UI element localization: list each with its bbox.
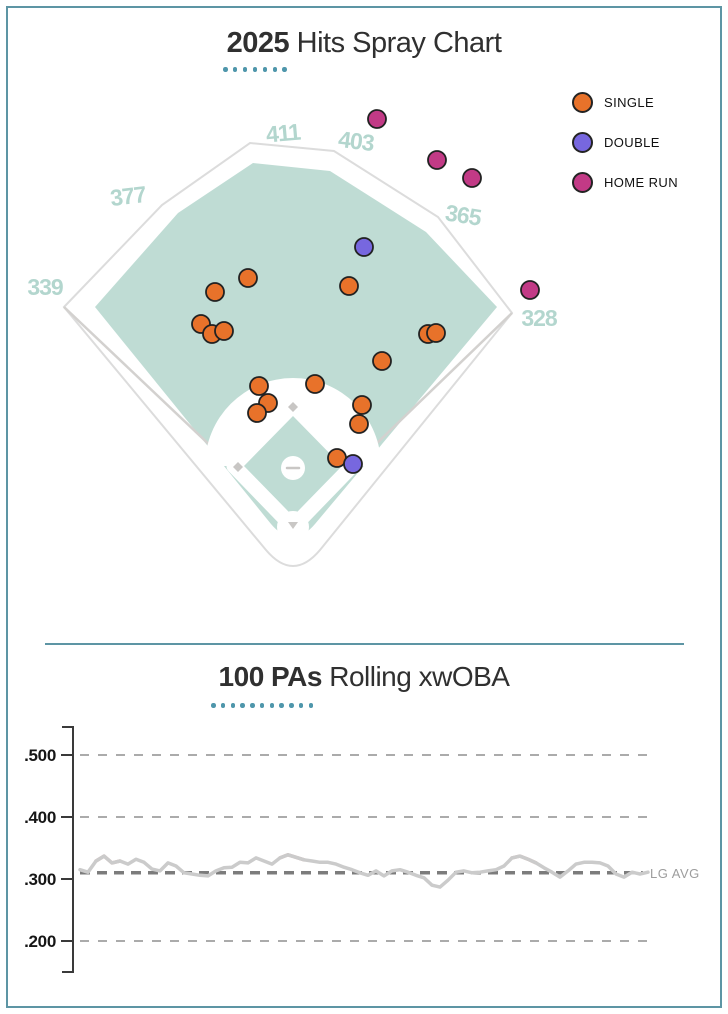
double-swatch [572,132,593,153]
spray-title-rest: Hits Spray Chart [289,27,502,59]
rolling-chart [61,726,650,973]
underline-dot [220,703,226,708]
distance-label-377: 377 [109,181,147,211]
underline-dot [308,703,313,708]
hit-point-single [426,323,446,343]
spray-chart-title: 2025 Hits Spray Chart [0,27,728,60]
hit-point-home-run [367,109,387,129]
hit-point-single [205,282,225,302]
legend-label-home-run: HOME RUN [604,175,678,190]
hit-point-single [247,403,267,423]
rolling-chart-title: 100 PAs Rolling xwOBA [0,661,728,693]
home-run-swatch [572,172,593,193]
spray-title-bold: 2025 [226,27,290,59]
distance-label-339: 339 [27,274,63,300]
distance-label-328: 328 [521,305,558,331]
hit-point-home-run [520,280,540,300]
ytick-500: .500 [24,746,56,765]
underline-dot [289,703,294,708]
distance-label-365: 365 [443,199,483,230]
ytick-300: .300 [24,870,56,889]
field-distance-labels: 339 377 411 403 365 328 [27,118,559,331]
underline-dot [262,67,268,72]
legend-label-single: SINGLE [604,95,655,110]
hit-point-single [214,321,234,341]
distance-label-411: 411 [265,118,302,147]
rolling-title-rest: Rolling xwOBA [321,661,510,692]
spray-field [62,141,514,567]
field-grass [95,163,497,537]
hit-point-single [249,376,269,396]
spray-points [191,109,540,474]
hit-point-single [305,374,325,394]
underline-dot [259,703,265,708]
gridlines [80,754,650,942]
hit-point-single [339,276,359,296]
ytick-400: .400 [24,808,56,827]
rolling-title-underline-dots [211,703,313,708]
underline-dot [240,703,245,708]
home-plate [288,522,298,529]
underline-dot [250,703,255,708]
underline-dot [230,703,235,708]
underline-dot [269,703,274,708]
legend-item-double: DOUBLE [572,132,678,153]
underline-dot [282,67,287,72]
lg-avg-label: LG AVG [650,866,700,881]
legend-label-double: DOUBLE [604,135,660,150]
third-base [233,462,243,472]
hit-point-double [343,454,363,474]
hit-point-single [238,268,258,288]
distance-label-403: 403 [337,126,375,156]
legend-item-single: SINGLE [572,92,678,113]
underline-dot [211,703,216,708]
legend: SINGLE DOUBLE HOME RUN [572,92,678,212]
spray-title-underline-dots [223,67,287,72]
outfield-wall-outline [62,141,514,567]
hit-point-double [354,237,374,257]
hit-point-home-run [462,168,482,188]
hit-point-single [352,395,372,415]
rolling-xwoba-line [78,853,650,889]
underline-dot [242,67,248,72]
underline-dot [279,703,284,708]
hit-point-single [372,351,392,371]
single-swatch [572,92,593,113]
legend-item-home-run: HOME RUN [572,172,678,193]
underline-dot [223,67,228,72]
underline-dot [272,67,278,72]
rolling-title-bold: 100 PAs [218,661,323,692]
hit-point-home-run [427,150,447,170]
underline-dot [298,703,304,708]
y-axis-bracket [62,726,74,973]
underline-dot [232,67,238,72]
y-axis-ticks [61,754,73,942]
ytick-200: .200 [24,932,56,951]
hit-point-single [349,414,369,434]
second-base [288,402,298,412]
underline-dot [252,67,258,72]
